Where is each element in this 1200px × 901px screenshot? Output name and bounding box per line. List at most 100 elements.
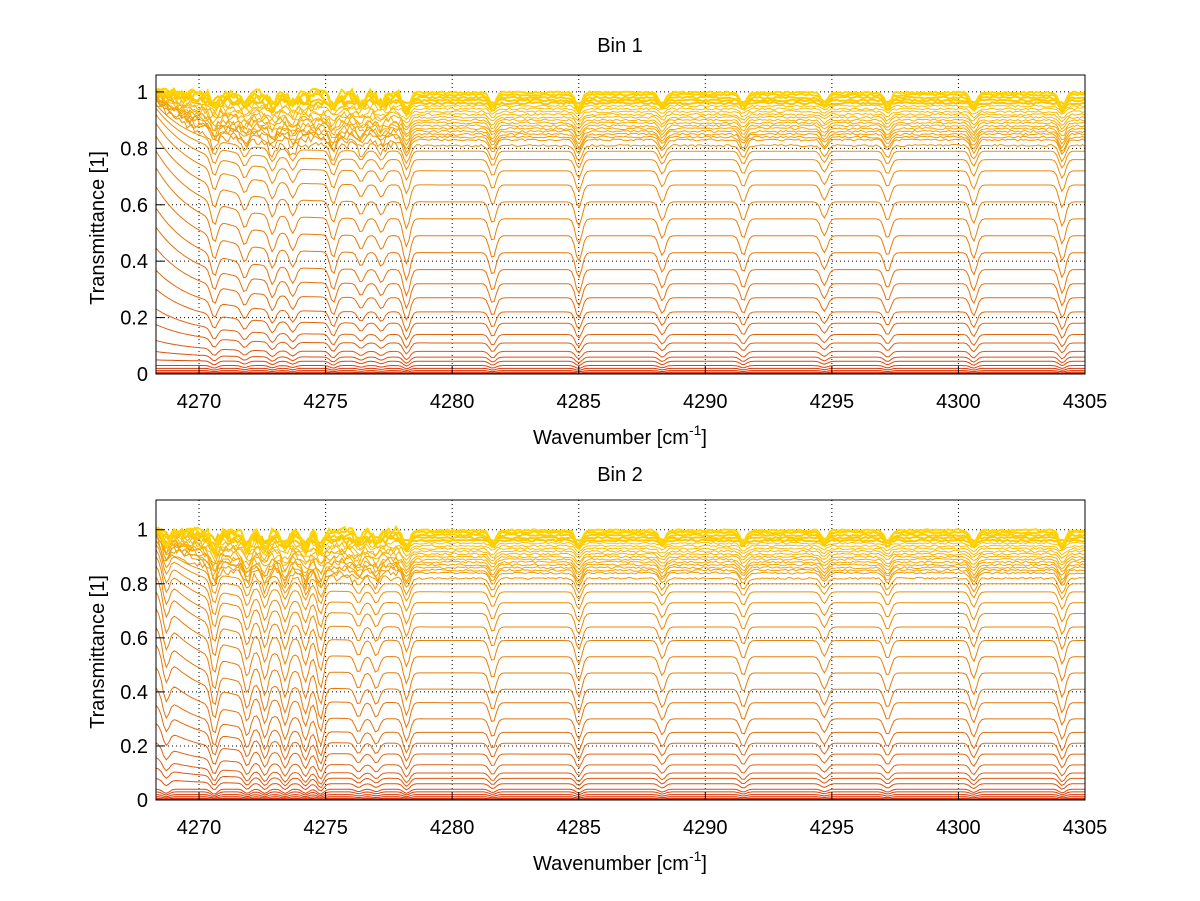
series-line <box>155 794 1085 798</box>
x-tick-label: 4305 <box>1063 391 1108 413</box>
series-line <box>155 90 1086 114</box>
series-line <box>156 796 1085 799</box>
series-line <box>155 524 1085 553</box>
plot-area: 4270 4275 4280 4285 4290 4295 4300 4305 0 0.2 0.4 0… <box>120 74 1108 413</box>
series-line <box>155 94 1086 136</box>
series-line <box>155 351 1085 364</box>
series-line <box>155 788 1085 795</box>
series-line <box>155 359 1085 367</box>
y-tick-label: 1 <box>137 82 148 104</box>
series-line <box>155 742 1085 780</box>
series-line <box>155 86 1086 112</box>
x-axis-label-main: Wavenumber [cm <box>533 427 689 449</box>
x-axis-label-superscript: -1 <box>689 848 702 864</box>
series-line <box>155 227 1085 310</box>
series-line <box>155 150 1085 248</box>
series-line <box>155 98 1086 146</box>
series-line <box>155 767 1085 789</box>
series-line <box>155 757 1085 785</box>
x-tick-label: 4295 <box>810 817 855 839</box>
series-line <box>156 371 1085 374</box>
x-axis-label-main: Wavenumber [cm <box>533 853 689 875</box>
series-line <box>155 533 1086 584</box>
series-line <box>156 364 1085 370</box>
x-tick-label: 4280 <box>430 391 475 413</box>
series-line <box>155 87 1086 113</box>
series-line <box>155 92 1086 112</box>
series-line <box>155 186 1085 282</box>
x-axis-label-end: ] <box>701 427 707 449</box>
chart-panel-bin-1: Bin 1 Transmittance [1] Wavenumber [cm-1… <box>87 35 1107 449</box>
x-tick-label: 4270 <box>177 817 222 839</box>
y-tick-label: 0.2 <box>120 308 148 330</box>
y-tick-label: 0 <box>137 364 148 386</box>
series-line <box>155 532 1085 565</box>
series-line <box>155 556 1085 642</box>
series-line <box>155 104 1085 171</box>
series-line <box>156 797 1085 800</box>
chart-title: Bin 1 <box>597 35 643 57</box>
series-line <box>155 207 1085 298</box>
series-line <box>155 90 1086 129</box>
x-axis-label: Wavenumber [cm-1] <box>533 422 707 449</box>
series-line <box>155 532 1086 584</box>
series-line <box>155 544 1085 615</box>
x-tick-label: 4275 <box>303 817 348 839</box>
x-axis-label: Wavenumber [cm-1] <box>533 848 707 875</box>
series-line <box>155 93 1086 124</box>
series-line <box>155 535 1086 589</box>
series-line <box>156 367 1085 372</box>
series-line <box>155 541 1086 599</box>
y-tick-label: 0.4 <box>120 682 148 704</box>
ticks: 4270 4275 4280 4285 4290 4295 4300 4305 0 0.2 0.4 0… <box>120 520 1107 839</box>
series-line <box>155 687 1085 757</box>
series-line <box>155 534 1086 576</box>
y-tick-label: 0.8 <box>120 574 148 596</box>
series-line <box>155 340 1085 361</box>
series-line <box>155 288 1085 341</box>
y-tick-label: 0.6 <box>120 195 148 217</box>
series-line <box>155 100 1086 158</box>
series-line <box>156 370 1085 373</box>
plot-area: 4270 4275 4280 4285 4290 4295 4300 4305 0 0.2 0.4 0… <box>120 499 1107 839</box>
series-line <box>155 608 1085 706</box>
series-line <box>155 92 1086 121</box>
series-line <box>155 95 1086 142</box>
y-tick-label: 0.2 <box>120 736 148 758</box>
series-line <box>155 723 1085 773</box>
series-line <box>155 704 1085 765</box>
series-line <box>155 108 1085 182</box>
series-line <box>155 94 1086 131</box>
x-axis-label-superscript: -1 <box>689 422 702 438</box>
series-line <box>155 529 1086 565</box>
x-tick-label: 4290 <box>683 391 728 413</box>
axes-frame <box>155 74 1086 375</box>
y-axis-label: Transmittance [1] <box>87 575 109 729</box>
series-line <box>155 135 1085 230</box>
chart-panel-bin-2: Bin 2 Transmittance [1] Wavenumber [cm-1… <box>87 464 1107 875</box>
x-axis-label-end: ] <box>701 853 707 875</box>
series-line <box>155 270 1085 333</box>
series-line <box>155 247 1085 322</box>
axes-frame <box>155 499 1086 801</box>
x-tick-label: 4275 <box>303 391 348 413</box>
series-line <box>155 627 1085 721</box>
series-line <box>155 104 1086 165</box>
series-line <box>155 324 1085 355</box>
x-tick-label: 4285 <box>556 817 601 839</box>
series-line <box>155 540 1085 605</box>
series-group <box>155 86 1086 375</box>
series-line <box>155 644 1085 733</box>
series-line <box>155 530 1086 574</box>
y-tick-label: 0 <box>137 790 148 812</box>
y-tick-label: 0.6 <box>120 628 148 650</box>
x-tick-label: 4300 <box>936 817 981 839</box>
series-line <box>155 114 1085 195</box>
series-line <box>155 89 1085 117</box>
series-group <box>155 524 1086 801</box>
series-line <box>155 534 1086 592</box>
y-tick-label: 0.8 <box>120 138 148 160</box>
series-line <box>155 791 1085 797</box>
x-tick-label: 4290 <box>683 817 728 839</box>
